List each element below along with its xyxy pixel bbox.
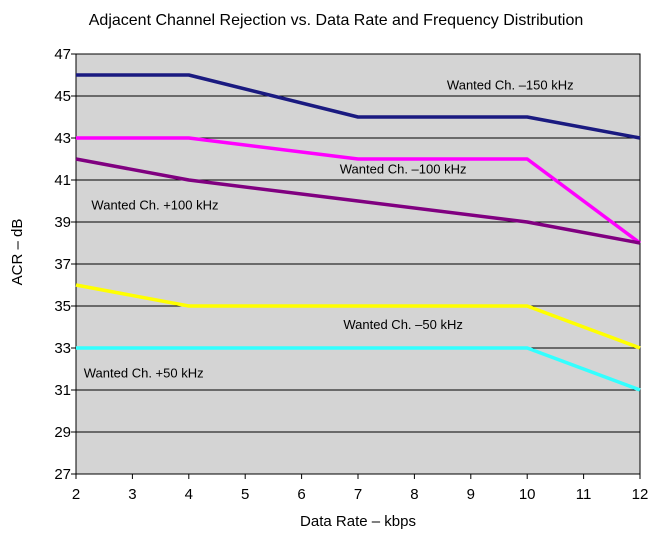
- y-tick-label: 41: [54, 172, 71, 189]
- x-tick-label: 6: [297, 486, 305, 503]
- x-axis-label: Data Rate – kbps: [300, 513, 416, 530]
- x-tick-label: 5: [241, 486, 249, 503]
- x-tick-label: 7: [354, 486, 362, 503]
- series-line: [76, 136, 642, 245]
- series-label: Wanted Ch. –150 kHz: [447, 78, 574, 93]
- y-tick-label: 27: [54, 466, 71, 483]
- y-tick-label: 33: [54, 340, 71, 357]
- y-axis: 27 29 31 33 35 37 39 41 43 45 47: [54, 46, 76, 483]
- y-tick-label: 39: [54, 214, 71, 231]
- y-tick-label: 37: [54, 256, 71, 273]
- y-tick-label: 31: [54, 382, 71, 399]
- y-tick-label: 29: [54, 424, 71, 441]
- y-tick-label: 45: [54, 88, 71, 105]
- x-tick-label: 11: [576, 486, 592, 503]
- chart-title: Adjacent Channel Rejection vs. Data Rate…: [89, 12, 584, 29]
- series-label: Wanted Ch. –50 kHz: [343, 317, 462, 332]
- x-tick-label: 4: [185, 486, 193, 503]
- series-label: Wanted Ch. +50 kHz: [84, 365, 204, 380]
- y-axis-label: ACR – dB: [9, 219, 26, 286]
- x-tick-label: 10: [519, 486, 536, 503]
- gridlines: [76, 95, 640, 433]
- x-tick-label: 2: [72, 486, 80, 503]
- x-tick-label: 9: [467, 486, 475, 503]
- series-label: Wanted Ch. +100 kHz: [91, 197, 218, 212]
- x-tick-label: 8: [410, 486, 418, 503]
- x-tick-label: 12: [632, 486, 649, 503]
- x-tick-label: 3: [128, 486, 136, 503]
- y-tick-label: 43: [54, 130, 71, 147]
- series-line: [75, 157, 641, 245]
- series-lines: [75, 73, 642, 392]
- x-axis: 2 3 4 5 6 7 8 9 10 11 12: [72, 474, 649, 503]
- series-line: [75, 283, 641, 350]
- series-label: Wanted Ch. –100 kHz: [340, 162, 467, 177]
- y-tick-label: 47: [54, 46, 71, 63]
- series-line: [76, 73, 641, 140]
- series-line: [76, 346, 641, 392]
- y-tick-label: 35: [54, 298, 71, 315]
- series-labels: Wanted Ch. –150 kHz Wanted Ch. –100 kHz Wa…: [84, 78, 574, 381]
